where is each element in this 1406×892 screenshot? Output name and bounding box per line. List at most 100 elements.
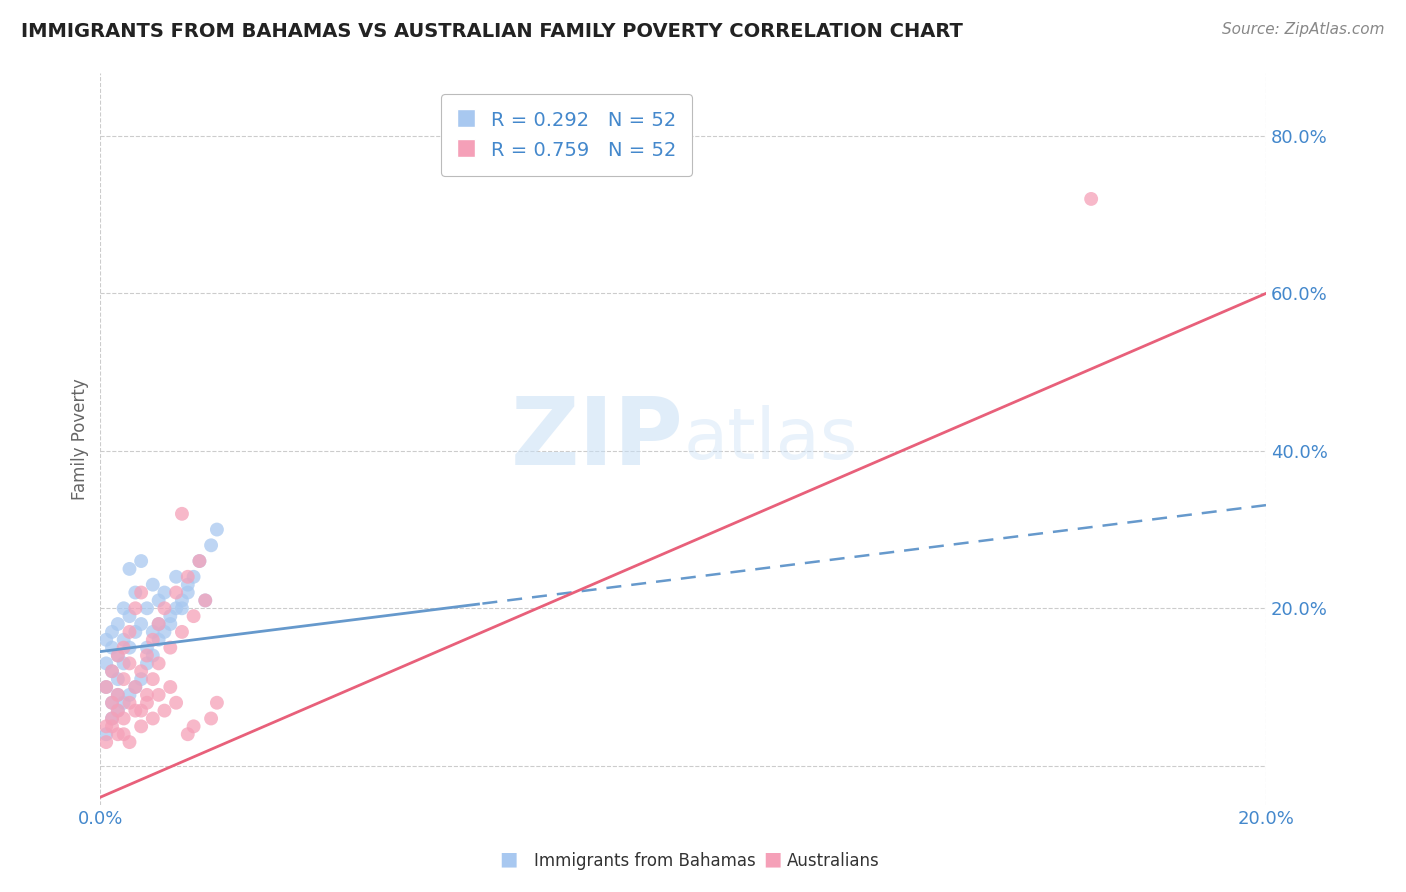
Point (136, 640, 159, 655)
Point (107, 704, 129, 718)
Point (118, 696, 141, 710)
Text: Source: ZipAtlas.com: Source: ZipAtlas.com (1222, 22, 1385, 37)
Point (96, 735, 118, 749)
Point (170, 507, 193, 521)
Point (101, 665, 124, 679)
Point (183, 570, 205, 584)
Point (205, 696, 228, 710)
Point (112, 696, 135, 710)
Point (107, 727, 129, 741)
Point (101, 719, 124, 733)
Point (194, 593, 217, 607)
Point (194, 593, 217, 607)
Point (118, 735, 141, 749)
Point (165, 601, 187, 615)
Point (101, 665, 124, 679)
Point (118, 640, 141, 655)
Point (129, 665, 152, 679)
Point (142, 648, 165, 663)
Point (159, 617, 181, 632)
Point (170, 593, 193, 607)
Point (177, 585, 200, 599)
Point (177, 727, 200, 741)
Point (101, 711, 124, 725)
Text: ZIP: ZIP (510, 393, 683, 485)
Text: Immigrants from Bahamas: Immigrants from Bahamas (534, 852, 756, 870)
Point (153, 624, 176, 639)
Point (159, 640, 181, 655)
Point (118, 688, 141, 702)
Point (118, 624, 141, 639)
Point (101, 640, 124, 655)
Legend: R = 0.292   N = 52, R = 0.759   N = 52: R = 0.292 N = 52, R = 0.759 N = 52 (441, 94, 692, 176)
Point (148, 657, 170, 671)
Point (148, 632, 170, 647)
Point (112, 632, 135, 647)
Point (177, 577, 200, 591)
Point (153, 601, 176, 615)
Point (159, 680, 181, 694)
Point (188, 554, 211, 568)
Text: Australians: Australians (787, 852, 880, 870)
Point (96, 727, 118, 741)
Point (96, 719, 118, 733)
Point (200, 538, 222, 552)
Point (96, 680, 118, 694)
Point (124, 704, 146, 718)
Point (165, 696, 187, 710)
Point (129, 672, 152, 686)
Point (170, 624, 193, 639)
Point (148, 617, 170, 632)
Point (142, 577, 165, 591)
Point (129, 554, 152, 568)
Point (107, 648, 129, 663)
Point (129, 719, 152, 733)
Point (142, 632, 165, 647)
Point (148, 593, 170, 607)
Point (159, 609, 181, 624)
Point (107, 688, 129, 702)
Point (101, 696, 124, 710)
Point (205, 523, 228, 537)
Point (136, 688, 159, 702)
Point (177, 570, 200, 584)
Point (183, 719, 205, 733)
Point (183, 609, 205, 624)
Point (124, 680, 146, 694)
Point (165, 570, 187, 584)
Point (101, 696, 124, 710)
Point (107, 672, 129, 686)
Point (112, 601, 135, 615)
Point (129, 704, 152, 718)
Point (107, 617, 129, 632)
Point (118, 657, 141, 671)
Point (1080, 192, 1102, 206)
Point (96, 680, 118, 694)
Point (96, 657, 118, 671)
Text: atlas: atlas (683, 405, 858, 474)
Point (124, 680, 146, 694)
Point (136, 696, 159, 710)
Point (101, 711, 124, 725)
Point (107, 648, 129, 663)
Y-axis label: Family Poverty: Family Poverty (72, 378, 89, 500)
Point (124, 624, 146, 639)
Point (118, 562, 141, 576)
Point (136, 657, 159, 671)
Point (188, 554, 211, 568)
Point (136, 601, 159, 615)
Point (96, 632, 118, 647)
Point (153, 585, 176, 599)
Point (112, 640, 135, 655)
Point (142, 672, 165, 686)
Point (142, 624, 165, 639)
Point (129, 585, 152, 599)
Point (129, 617, 152, 632)
Point (118, 609, 141, 624)
Point (148, 617, 170, 632)
Text: IMMIGRANTS FROM BAHAMAS VS AUSTRALIAN FAMILY POVERTY CORRELATION CHART: IMMIGRANTS FROM BAHAMAS VS AUSTRALIAN FA… (21, 22, 963, 41)
Text: ■: ■ (763, 850, 782, 869)
Point (153, 704, 176, 718)
Point (112, 727, 135, 741)
Text: ■: ■ (499, 850, 517, 869)
